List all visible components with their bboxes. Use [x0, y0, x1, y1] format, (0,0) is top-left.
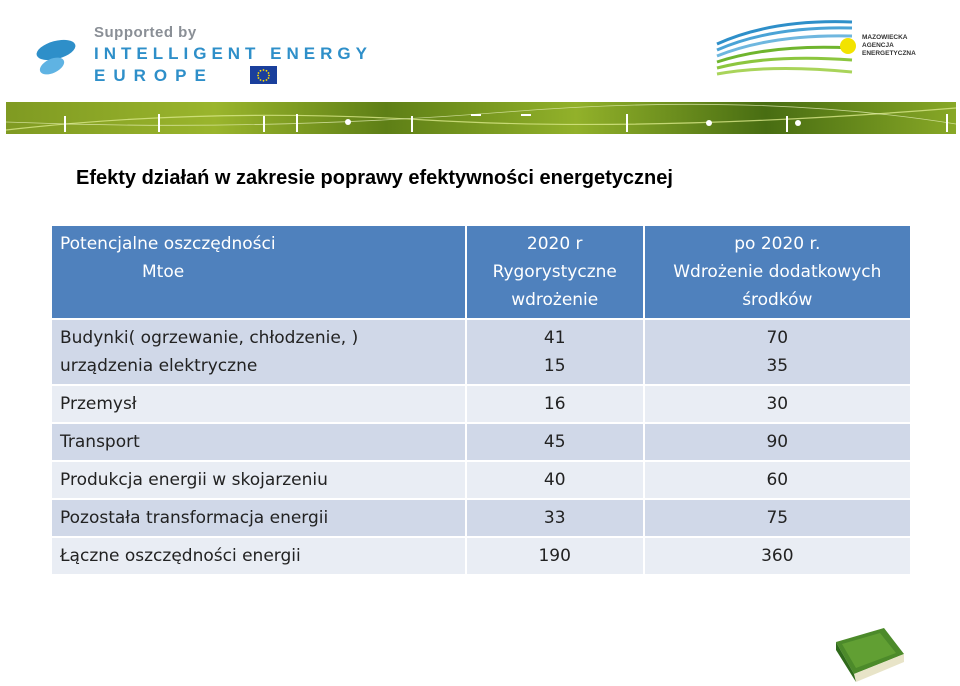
page-title: Efekty działań w zakresie poprawy efekty…: [76, 167, 673, 189]
row-value-after-2020: 75: [642, 498, 913, 538]
row-label: Produkcja energii w skojarzeniu: [50, 460, 467, 500]
header-potential-savings: Potencjalne oszczędności Mtoe: [50, 224, 467, 320]
table-row: Produkcja energii w skojarzeniu 40 60: [50, 460, 913, 500]
row-value-after-2020: 30: [642, 384, 913, 424]
row-label: Pozostała transformacja energii: [50, 498, 467, 538]
table-row: Budynki( ogrzewanie, chłodzenie, ) urząd…: [50, 318, 913, 386]
row-label: Transport: [50, 422, 467, 462]
iee-logo: Supported by INTELLIGENT ENERGY EUROPE: [34, 22, 414, 92]
iee-europe: EUROPE: [94, 66, 214, 85]
row-value-after-2020: 360: [642, 536, 913, 576]
table-row: Pozostała transformacja energii 33 75: [50, 498, 913, 538]
table-row: Łączne oszczędności energii 190 360: [50, 536, 913, 576]
row-label: Przemysł: [50, 384, 467, 424]
header-banner: [6, 102, 956, 134]
row-value-2020: 190: [464, 536, 645, 576]
table-row: Transport 45 90: [50, 422, 913, 462]
supported-by-text: Supported by: [94, 24, 197, 41]
iee-swirl-icon: [36, 39, 76, 75]
row-label: Budynki( ogrzewanie, chłodzenie, ) urząd…: [50, 318, 467, 386]
iee-title: INTELLIGENT ENERGY: [94, 44, 372, 63]
row-value-2020: 45: [464, 422, 645, 462]
header-2020: 2020 r Rygorystyczne wdrożenie: [464, 224, 645, 320]
book-icon: [836, 628, 904, 682]
savings-table: Potencjalne oszczędności Mtoe 2020 r Ryg…: [50, 224, 913, 576]
header-after-2020: po 2020 r. Wdrożenie dodatkowych środków: [642, 224, 913, 320]
row-value-after-2020: 70 35: [642, 318, 913, 386]
row-value-2020: 33: [464, 498, 645, 538]
table-header-row: Potencjalne oszczędności Mtoe 2020 r Ryg…: [50, 224, 913, 320]
mae-text: MAZOWIECKA AGENCJA ENERGETYCZNA: [862, 34, 916, 57]
mae-waves-icon: [716, 20, 856, 76]
eu-flag-icon: [250, 66, 277, 84]
mae-logo: MAZOWIECKA AGENCJA ENERGETYCZNA: [712, 14, 922, 92]
table-row: Przemysł 16 30: [50, 384, 913, 424]
row-value-2020: 16: [464, 384, 645, 424]
row-label: Łączne oszczędności energii: [50, 536, 467, 576]
row-value-after-2020: 60: [642, 460, 913, 500]
row-value-after-2020: 90: [642, 422, 913, 462]
row-value-2020: 41 15: [464, 318, 645, 386]
row-value-2020: 40: [464, 460, 645, 500]
